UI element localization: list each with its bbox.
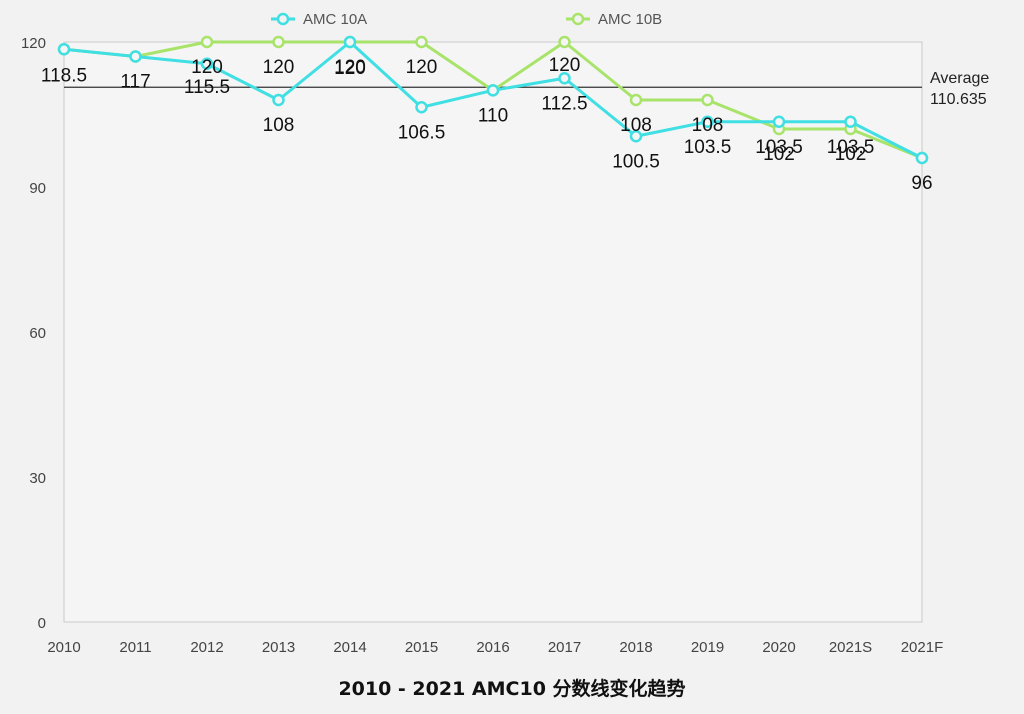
x-tick-label: 2010 — [47, 639, 80, 656]
data-label-b: 108 — [692, 115, 724, 136]
series-point — [486, 84, 500, 97]
data-label-a: 103.5 — [684, 137, 732, 158]
series-point — [558, 72, 571, 85]
y-axis: 0 30 60 90 120 — [21, 35, 46, 632]
data-label-b: 120 — [406, 57, 438, 78]
x-tick-label: 2014 — [333, 639, 366, 656]
chart-title: 2010 - 2021 AMC10 分数线变化趋势 — [338, 678, 686, 700]
data-label-a: 120 — [334, 57, 366, 78]
series-point — [343, 35, 357, 49]
series-point — [272, 93, 285, 107]
data-labels: 118.5 117 115.5 108 120 106.5 110 112.5 100.5 103… — [41, 55, 933, 194]
series-point — [629, 130, 643, 143]
x-tick-label: 2021F — [901, 639, 944, 656]
legend-marker — [571, 12, 585, 26]
y-tick-label: 90 — [29, 180, 46, 197]
data-label-b: 102 — [763, 144, 795, 165]
series-point — [701, 115, 714, 128]
data-label-a: 100.5 — [612, 151, 660, 172]
average-label: Average — [930, 70, 989, 87]
data-label-a: 103.5 — [755, 137, 803, 158]
data-label-b: 108 — [620, 115, 652, 136]
series-point — [701, 93, 714, 107]
series-point — [915, 151, 929, 165]
x-tick-label: 2021S — [829, 639, 872, 656]
series-point — [558, 35, 571, 49]
legend: AMC 10A AMC 10B — [271, 11, 662, 28]
legend-label: AMC 10B — [598, 11, 662, 28]
x-tick-label: 2017 — [548, 639, 581, 656]
data-label-a: 112.5 — [541, 93, 587, 114]
x-tick-label: 2018 — [619, 639, 652, 656]
data-label-b: 120 — [549, 55, 581, 76]
data-label-b: 120 — [263, 57, 295, 78]
y-tick-label: 60 — [29, 325, 46, 342]
x-tick-label: 2016 — [476, 639, 509, 656]
data-label-a: 117 — [120, 72, 150, 93]
series-point — [415, 101, 428, 114]
x-tick-label: 2019 — [691, 639, 724, 656]
series-point — [415, 35, 428, 49]
series-group — [57, 35, 929, 165]
data-label-a: 115.5 — [184, 77, 230, 98]
data-label-a: 96 — [911, 173, 932, 194]
data-label-a: 103.5 — [827, 137, 875, 158]
series-point — [772, 115, 786, 128]
y-tick-label: 120 — [21, 35, 46, 52]
series-point — [200, 57, 214, 70]
x-axis: 2010 2011 2012 2013 2014 2015 2016 2017 2018 2019… — [47, 639, 943, 656]
data-label-b: 120 — [191, 57, 223, 78]
data-label-a: 110 — [478, 105, 508, 126]
series-point — [200, 35, 214, 49]
series-point — [129, 50, 142, 63]
legend-label: AMC 10A — [303, 11, 367, 28]
series-point — [57, 43, 71, 56]
y-tick-label: 0 — [38, 615, 46, 632]
data-label-a: 118.5 — [41, 65, 87, 86]
x-tick-label: 2012 — [190, 639, 223, 656]
data-label-b: 120 — [334, 58, 366, 79]
series-point — [629, 93, 643, 107]
plot-area — [63, 41, 923, 623]
legend-marker — [276, 12, 290, 26]
y-tick-label: 30 — [29, 470, 46, 487]
data-label-a: 106.5 — [398, 122, 446, 143]
x-tick-label: 2013 — [262, 639, 295, 656]
data-label-b: 102 — [835, 144, 867, 165]
x-tick-label: 2011 — [119, 639, 151, 656]
series-point — [272, 35, 285, 49]
x-tick-label: 2015 — [405, 639, 438, 656]
average-value: 110.635 — [930, 91, 987, 108]
series-point — [844, 115, 857, 128]
x-tick-label: 2020 — [762, 639, 795, 656]
data-label-a: 108 — [263, 115, 295, 136]
